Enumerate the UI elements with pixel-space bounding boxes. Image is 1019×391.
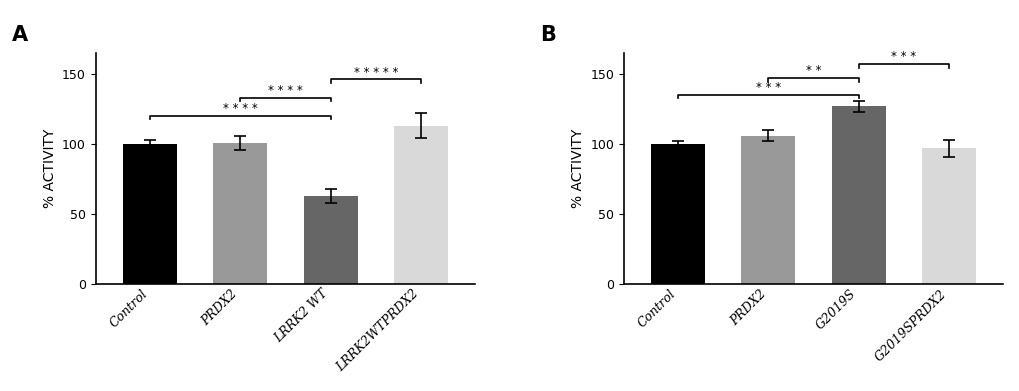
Text: * * *: * * * (755, 81, 781, 94)
Y-axis label: % ACTIVITY: % ACTIVITY (43, 129, 56, 208)
Text: * * * *: * * * * (268, 84, 303, 97)
Bar (650, 144, 704, 284)
Text: B: B (540, 25, 555, 45)
Bar (304, 196, 358, 284)
Bar (213, 143, 267, 284)
Text: * *: * * (805, 65, 820, 77)
Bar (921, 148, 975, 284)
Bar (122, 144, 177, 284)
Text: * * *: * * * (891, 50, 916, 63)
Bar (741, 136, 795, 284)
Bar (830, 106, 884, 284)
Y-axis label: % ACTIVITY: % ACTIVITY (570, 129, 584, 208)
Text: * * * *: * * * * (223, 102, 258, 115)
Text: * * * * *: * * * * * (354, 66, 397, 79)
Text: A: A (12, 25, 29, 45)
Bar (393, 126, 447, 284)
